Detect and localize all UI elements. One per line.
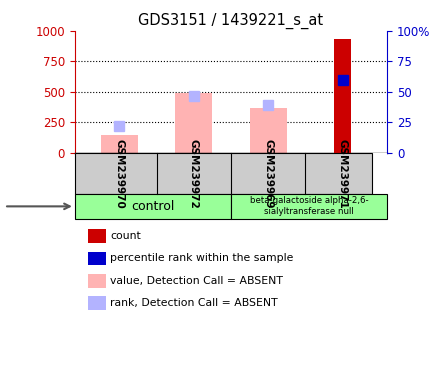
Bar <box>249 108 287 153</box>
Text: GSM239972: GSM239972 <box>189 139 199 208</box>
Bar <box>334 39 351 153</box>
Bar <box>75 153 372 194</box>
Bar <box>75 194 231 219</box>
Text: rank, Detection Call = ABSENT: rank, Detection Call = ABSENT <box>110 298 278 308</box>
Bar <box>175 93 213 153</box>
Text: control: control <box>131 200 175 213</box>
Text: percentile rank within the sample: percentile rank within the sample <box>110 253 293 263</box>
Text: GSM239969: GSM239969 <box>263 139 273 208</box>
Text: value, Detection Call = ABSENT: value, Detection Call = ABSENT <box>110 276 283 286</box>
Text: GSM239970: GSM239970 <box>114 139 125 208</box>
Text: count: count <box>110 231 141 241</box>
Text: beta-galactoside alpha-2,6-
sialyltransferase null: beta-galactoside alpha-2,6- sialyltransf… <box>250 196 368 217</box>
Title: GDS3151 / 1439221_s_at: GDS3151 / 1439221_s_at <box>139 13 323 29</box>
Bar <box>101 135 138 153</box>
Bar <box>231 194 387 219</box>
Text: GSM239971: GSM239971 <box>337 139 348 208</box>
